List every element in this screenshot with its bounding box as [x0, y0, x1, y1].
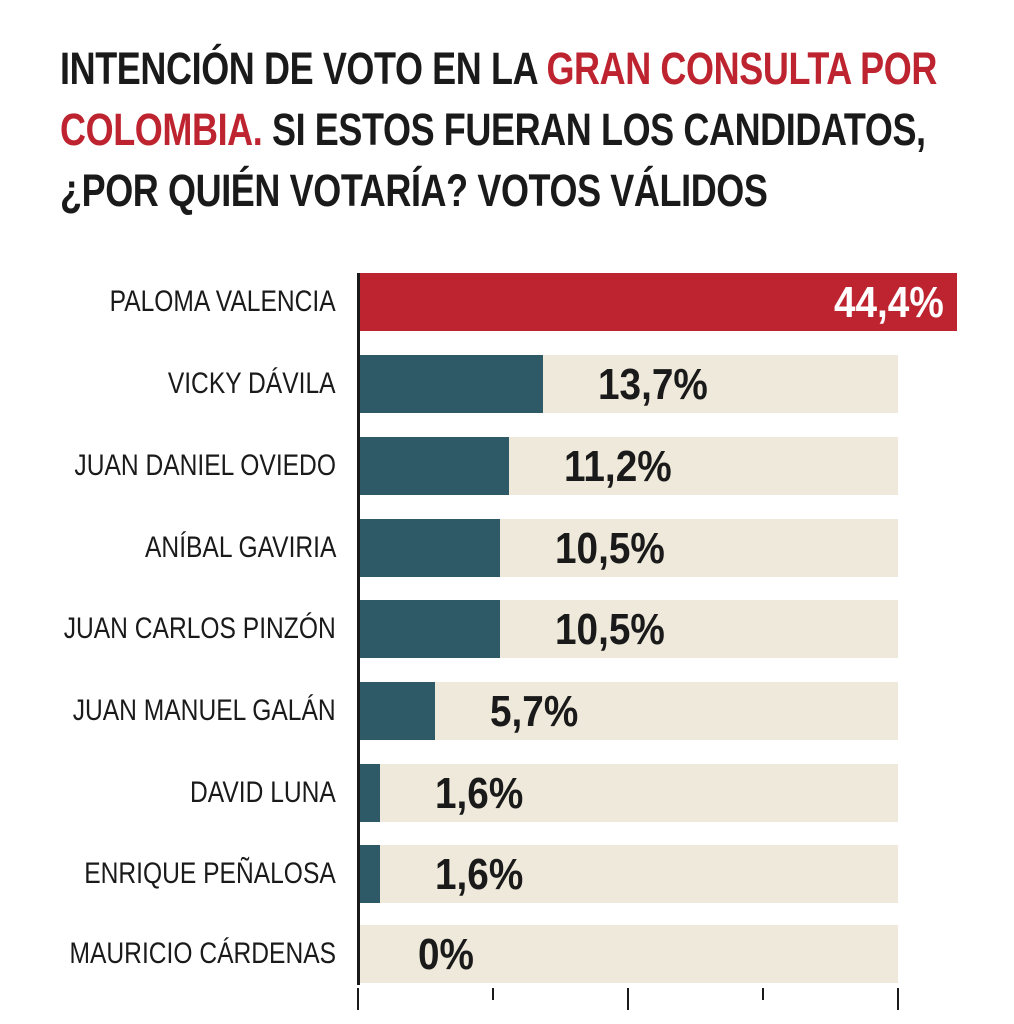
candidate-label: PALOMA VALENCIA: [109, 285, 336, 318]
bar: [358, 600, 500, 658]
bar-background: [358, 764, 898, 822]
y-axis-line: [357, 273, 360, 985]
value-label: 1,6%: [434, 850, 523, 899]
title-part: INTENCIÓN DE VOTO EN LA: [60, 43, 547, 94]
bar: [358, 437, 510, 495]
candidate-label: ANÍBAL GAVIRIA: [144, 531, 336, 564]
bar: [358, 682, 435, 740]
value-label: 11,2%: [564, 442, 672, 491]
value-label: 0%: [418, 930, 474, 979]
title-part-highlight: COLOMBIA.: [60, 104, 263, 155]
chart-title: INTENCIÓN DE VOTO EN LA GRAN CONSULTA PO…: [60, 38, 940, 221]
value-label: 1,6%: [434, 769, 523, 818]
bar: [358, 519, 500, 577]
title-part: SI ESTOS FUERAN LOS CANDIDATOS,: [262, 104, 926, 155]
bar: [358, 355, 543, 413]
bar-background: [358, 845, 898, 903]
value-label: 10,5%: [554, 524, 665, 573]
axis-tick: [357, 988, 359, 1010]
candidate-label: JUAN MANUEL GALÁN: [73, 694, 336, 727]
bar: [358, 273, 958, 331]
candidate-label: DAVID LUNA: [190, 776, 336, 809]
axis-tick: [492, 988, 494, 1000]
bar: [358, 764, 380, 822]
value-label: 10,5%: [554, 605, 665, 654]
value-label: 5,7%: [489, 687, 579, 736]
title-part-highlight: GRAN CONSULTA POR: [546, 43, 937, 94]
bar-background: [358, 925, 898, 983]
title-part: ¿POR QUIÉN VOTARÍA? VOTOS VÁLIDOS: [60, 165, 768, 216]
axis-tick: [762, 988, 764, 1000]
bar-background: [358, 682, 898, 740]
candidate-label: JUAN CARLOS PINZÓN: [63, 612, 336, 645]
candidate-label: MAURICIO CÁRDENAS: [69, 937, 336, 970]
bar: [358, 845, 380, 903]
candidate-label: ENRIQUE PEÑALOSA: [84, 857, 336, 890]
axis-tick: [627, 988, 629, 1010]
value-label: 13,7%: [597, 360, 708, 409]
value-label: 44,4%: [833, 278, 944, 327]
axis-tick: [897, 988, 899, 1010]
candidate-label: JUAN DANIEL OVIEDO: [74, 449, 336, 482]
candidate-label: VICKY DÁVILA: [168, 367, 336, 400]
